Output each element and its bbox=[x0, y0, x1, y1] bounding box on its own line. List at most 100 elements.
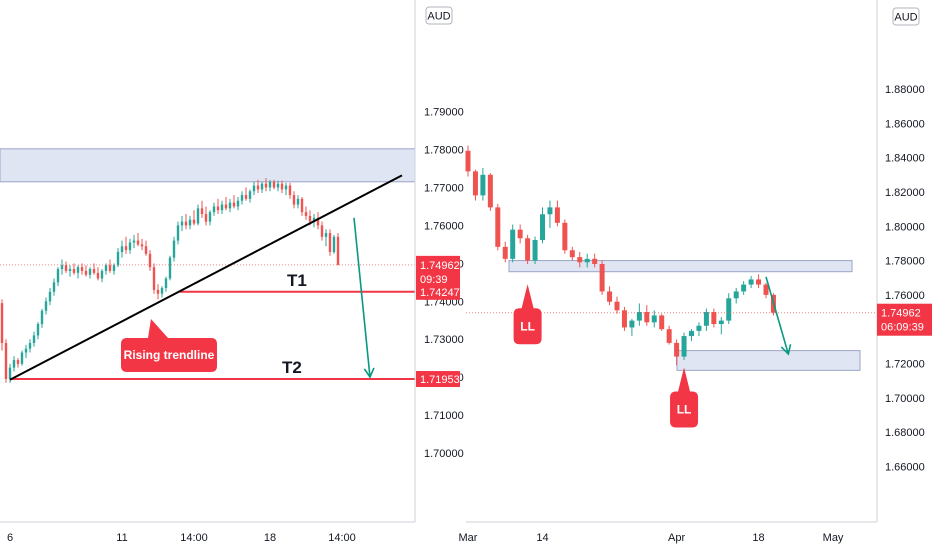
candle-body bbox=[181, 222, 183, 226]
candle-body bbox=[205, 214, 207, 222]
candle bbox=[533, 237, 538, 264]
candle bbox=[622, 307, 627, 331]
y-tick-label: 1.68000 bbox=[885, 427, 925, 439]
current-price-label: 1.7496209:39 bbox=[416, 256, 460, 288]
price-label-value: 1.74962 bbox=[420, 260, 460, 272]
candle-body bbox=[615, 302, 620, 311]
x-tick-label: Mar bbox=[459, 532, 478, 544]
candle bbox=[510, 225, 515, 263]
candle-body bbox=[488, 175, 493, 208]
y-tick-label: 1.70000 bbox=[885, 393, 925, 405]
candle-body bbox=[145, 246, 147, 254]
candle-body bbox=[41, 311, 43, 324]
candle-body bbox=[101, 271, 103, 279]
candle-body bbox=[153, 267, 155, 290]
candle-body bbox=[741, 285, 746, 292]
candle-body bbox=[129, 242, 131, 250]
candle-body bbox=[69, 269, 71, 271]
y-tick-label: 1.78000 bbox=[885, 256, 925, 268]
candle-body bbox=[644, 312, 649, 322]
candle-body bbox=[273, 182, 275, 188]
candle-body bbox=[1, 303, 3, 343]
candle-body bbox=[689, 331, 694, 336]
candle-body bbox=[45, 301, 47, 310]
candle-body bbox=[229, 203, 231, 209]
candle-body bbox=[185, 222, 187, 226]
y-tick-label: 1.72000 bbox=[885, 358, 925, 370]
x-tick-label: 18 bbox=[264, 532, 276, 544]
currency-badge: AUD bbox=[426, 7, 452, 24]
candle-body bbox=[309, 216, 311, 222]
candle-body bbox=[117, 252, 119, 265]
candle-body bbox=[61, 265, 63, 269]
candle-body bbox=[533, 240, 538, 261]
candle bbox=[329, 229, 331, 256]
candle-body bbox=[189, 220, 191, 226]
candle-body bbox=[637, 312, 642, 321]
candle-body bbox=[682, 336, 687, 357]
y-tick-label: 1.88000 bbox=[885, 84, 925, 96]
candle-body bbox=[749, 279, 754, 284]
y-tick-label: 1.73000 bbox=[424, 334, 464, 346]
current-price-label: 1.74962 06:09:39 bbox=[877, 304, 932, 336]
candle bbox=[600, 261, 605, 295]
candle-body bbox=[764, 285, 769, 295]
candle-body bbox=[480, 175, 485, 196]
candle bbox=[488, 173, 493, 211]
candle-body bbox=[133, 241, 135, 243]
target-level-label-value: 1.74247 bbox=[420, 287, 460, 299]
y-tick-label: 1.82000 bbox=[885, 187, 925, 199]
candle-body bbox=[297, 199, 299, 205]
candle-body bbox=[577, 257, 582, 262]
candle-body bbox=[674, 343, 679, 357]
svg-text:AUD: AUD bbox=[427, 11, 450, 23]
candle-body bbox=[711, 312, 716, 324]
candle-body bbox=[510, 230, 515, 259]
candle-body bbox=[161, 288, 163, 294]
candle-body bbox=[333, 237, 335, 252]
candle-body bbox=[33, 335, 35, 343]
candle-body bbox=[301, 199, 303, 212]
candle-body bbox=[77, 267, 79, 273]
candle-body bbox=[756, 279, 761, 284]
candle bbox=[525, 235, 530, 264]
candle-body bbox=[652, 315, 657, 322]
candle-body bbox=[337, 237, 339, 265]
candle bbox=[495, 204, 500, 250]
y-tick-label: 1.76000 bbox=[424, 220, 464, 232]
x-tick-label: May bbox=[823, 532, 844, 544]
candle-body bbox=[734, 291, 739, 298]
x-tick-label: 18 bbox=[752, 532, 764, 544]
candle-body bbox=[121, 246, 123, 252]
candle bbox=[337, 233, 339, 265]
candle-body bbox=[17, 360, 19, 364]
y-tick-label: 1.80000 bbox=[885, 221, 925, 233]
target-level-label-value: 1.71953 bbox=[420, 374, 460, 386]
candle-body bbox=[105, 265, 107, 271]
candle bbox=[21, 351, 23, 366]
x-tick-label: 14:00 bbox=[328, 532, 356, 544]
candle bbox=[1, 299, 3, 350]
candle-body bbox=[241, 195, 243, 201]
candle bbox=[562, 219, 567, 253]
candle-body bbox=[265, 184, 267, 188]
candle-body bbox=[277, 184, 279, 188]
x-tick-label: Apr bbox=[668, 532, 685, 544]
x-tick-label: 14 bbox=[536, 532, 548, 544]
candle-body bbox=[57, 269, 59, 282]
candle-body bbox=[473, 171, 478, 195]
price-label-value: 1.74962 bbox=[881, 308, 921, 320]
candle-body bbox=[169, 258, 171, 279]
candle-body bbox=[125, 246, 127, 250]
y-tick-label: 1.77000 bbox=[424, 182, 464, 194]
candle-body bbox=[570, 250, 575, 257]
candle-body bbox=[49, 292, 51, 301]
candle-body bbox=[141, 244, 143, 246]
candle bbox=[5, 339, 7, 383]
candle-body bbox=[667, 329, 672, 343]
candle-body bbox=[257, 186, 259, 190]
y-tick-label: 1.86000 bbox=[885, 118, 925, 130]
candle-body bbox=[73, 269, 75, 273]
currency-badge: AUD bbox=[893, 8, 919, 25]
